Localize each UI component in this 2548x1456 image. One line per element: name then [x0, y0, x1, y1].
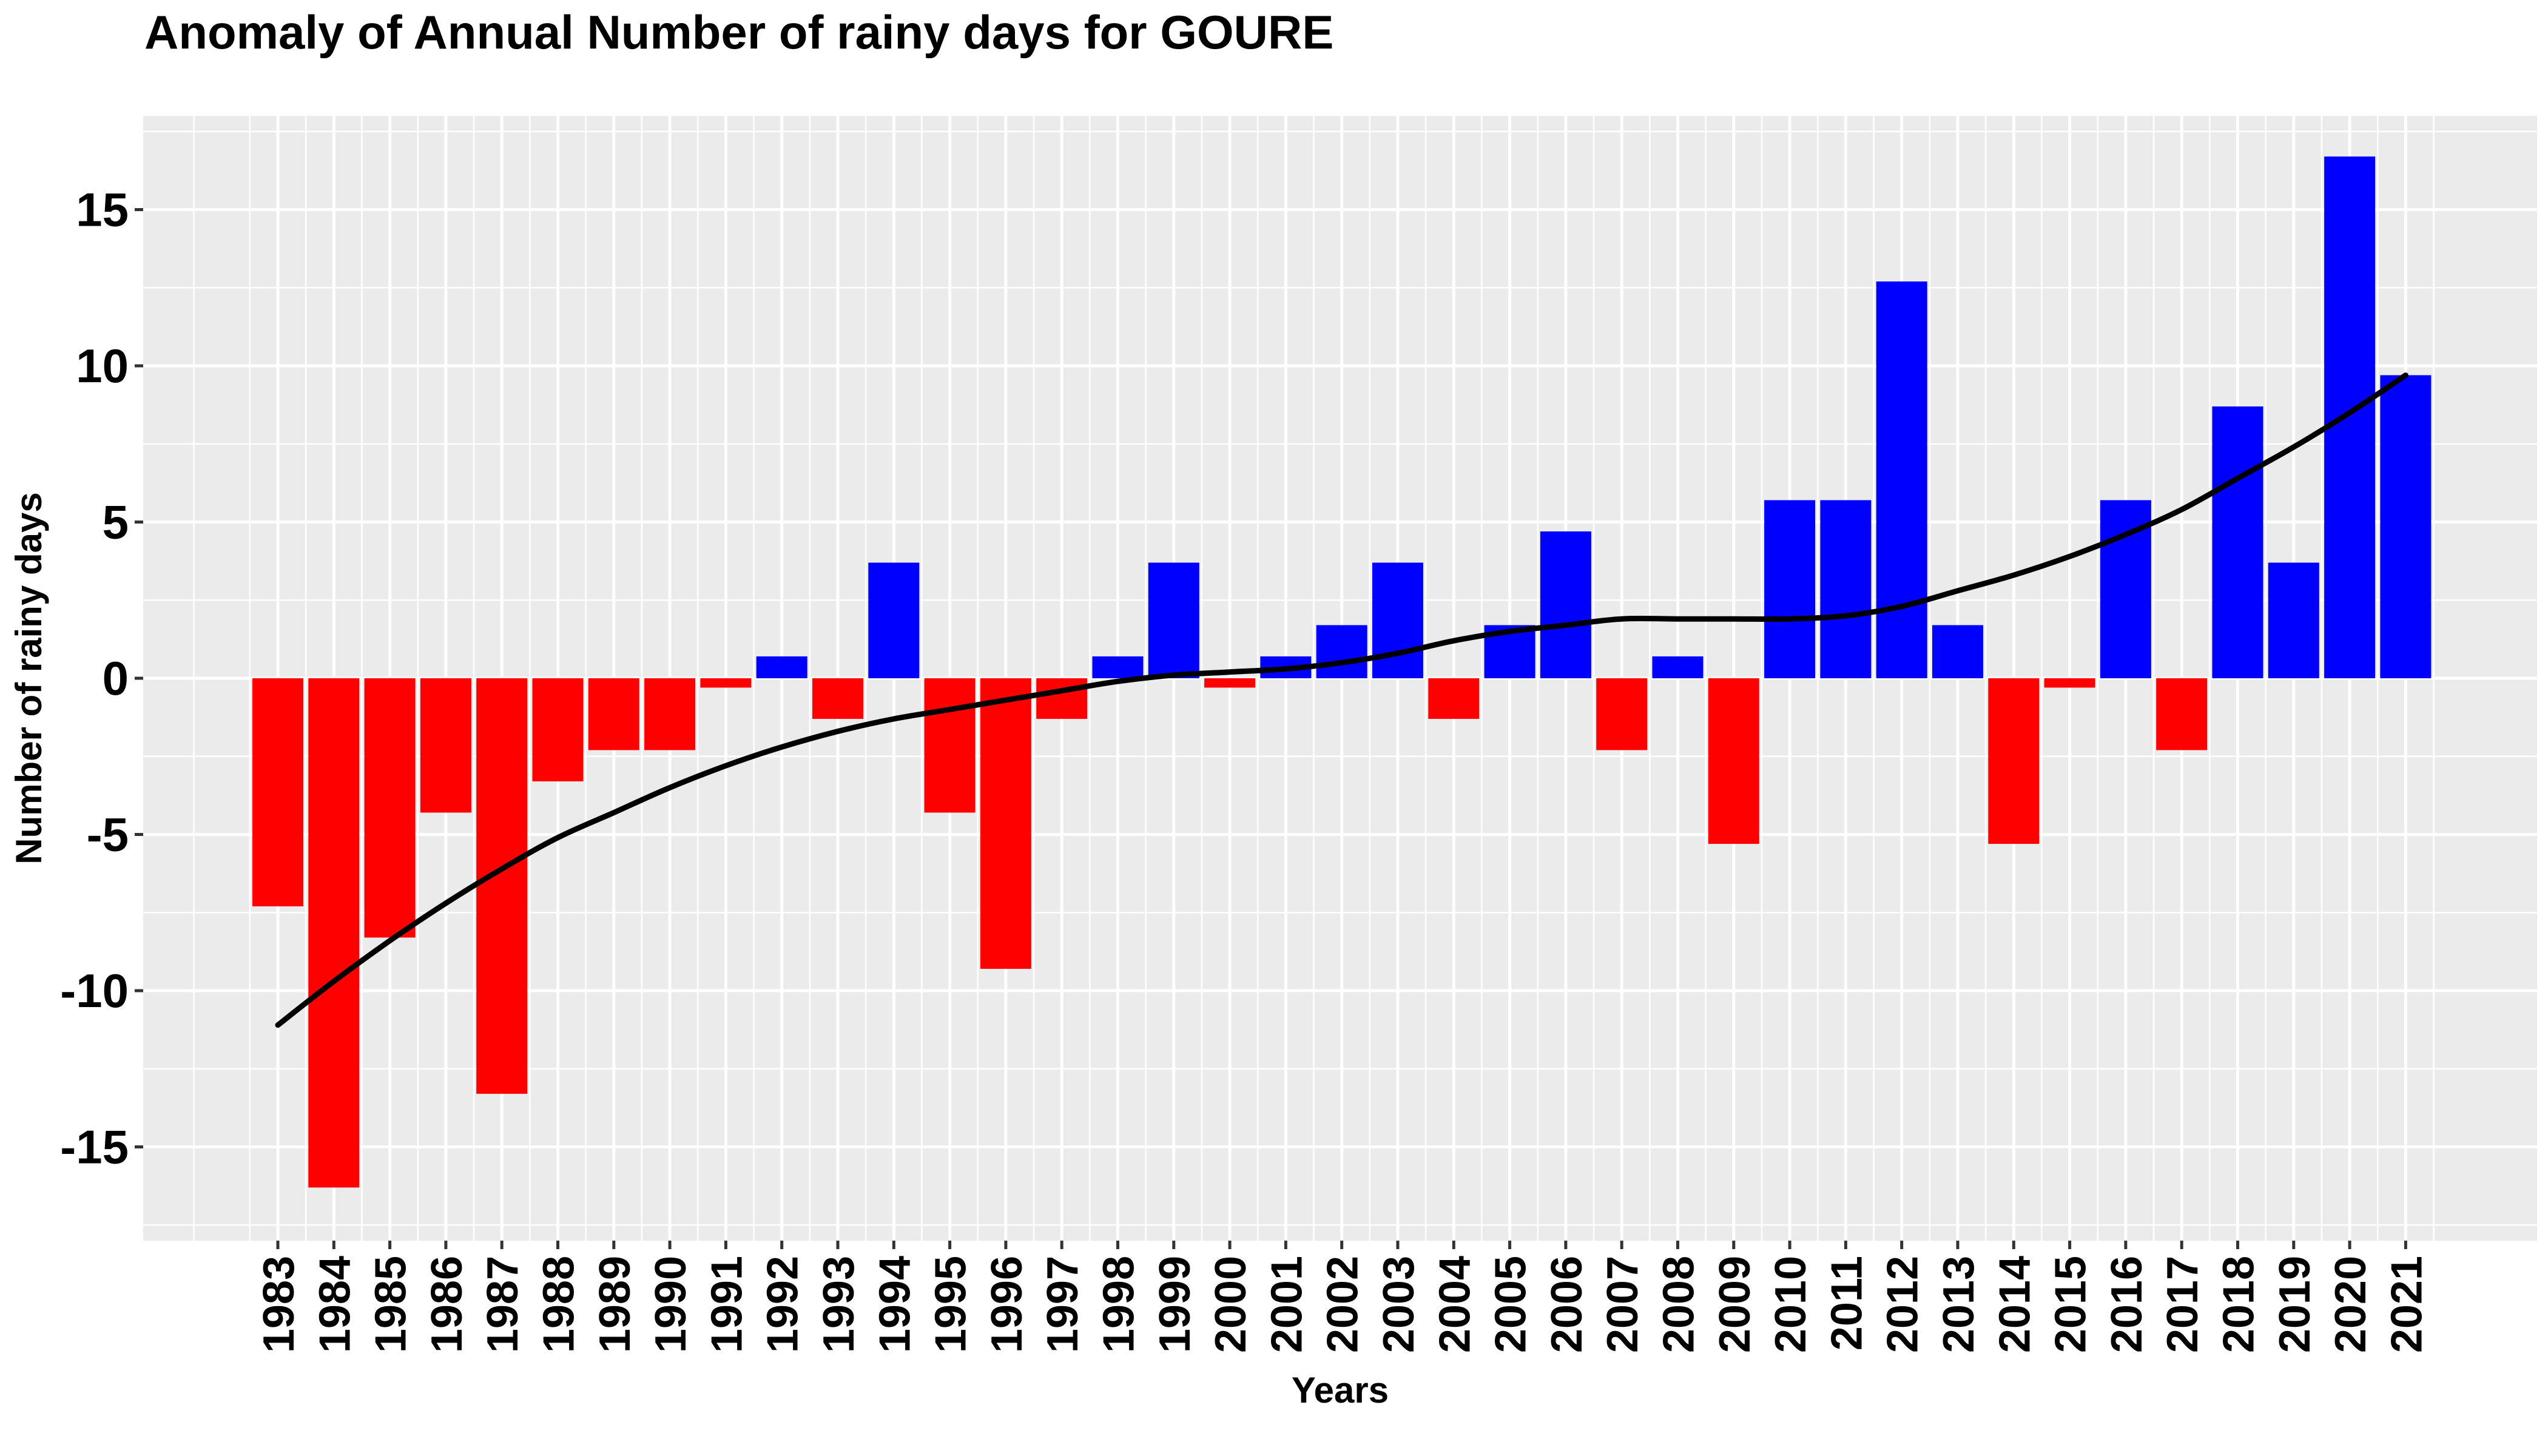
x-tick-label: 1990 — [647, 1256, 695, 1353]
x-tick-label: 2019 — [2271, 1256, 2319, 1353]
y-axis-ticks: -15 -10 -5 0 5 10 15 — [60, 183, 143, 1174]
chart-title: Anomaly of Annual Number of rainy days f… — [144, 5, 1334, 59]
x-tick-label: 2008 — [1655, 1256, 1704, 1353]
x-tick-label: 1989 — [591, 1256, 639, 1353]
y-tick-label: -10 — [60, 964, 129, 1017]
bar-2007 — [1596, 678, 1648, 750]
x-tick-label: 2012 — [1879, 1256, 1927, 1353]
x-tick-label: 1996 — [983, 1256, 1031, 1353]
bar-2010 — [1764, 500, 1816, 678]
x-tick-label: 1984 — [311, 1256, 359, 1353]
y-tick-label: 5 — [103, 496, 129, 549]
x-tick-label: 1999 — [1151, 1256, 1199, 1353]
x-tick-label: 2001 — [1262, 1256, 1311, 1353]
bar-1998 — [1092, 656, 1144, 678]
x-tick-label: 2021 — [2382, 1256, 2431, 1353]
bar-1983 — [252, 678, 303, 906]
bar-2011 — [1820, 500, 1872, 678]
x-tick-label: 2016 — [2103, 1256, 2151, 1353]
x-tick-label: 2011 — [1822, 1256, 1871, 1350]
bar-1990 — [644, 678, 696, 750]
bar-2013 — [1932, 625, 1983, 678]
bar-1992 — [756, 656, 807, 678]
bar-1999 — [1148, 562, 1199, 678]
x-tick-label: 1997 — [1039, 1256, 1087, 1353]
bar-2004 — [1428, 678, 1480, 719]
y-tick-label: 10 — [76, 339, 129, 393]
y-tick-label: -15 — [60, 1121, 129, 1174]
x-tick-label: 2014 — [1990, 1256, 2039, 1353]
x-tick-label: 1983 — [255, 1256, 303, 1353]
x-tick-label: 2007 — [1599, 1256, 1647, 1353]
x-tick-label: 1995 — [927, 1256, 976, 1353]
bar-2000 — [1204, 678, 1256, 688]
bar-1985 — [364, 678, 416, 938]
bar-1986 — [420, 678, 471, 813]
bar-2019 — [2268, 562, 2319, 678]
x-tick-label: 2003 — [1375, 1256, 1423, 1353]
x-tick-label: 1992 — [759, 1256, 807, 1353]
bar-2012 — [1876, 281, 1927, 678]
bar-1997 — [1036, 678, 1088, 719]
trend-line — [275, 372, 2408, 1028]
bar-2009 — [1708, 678, 1759, 844]
bar-2002 — [1316, 625, 1367, 678]
y-axis-label: Number of rainy days — [8, 492, 49, 864]
x-tick-label: 2013 — [1935, 1256, 1983, 1353]
bar-1989 — [588, 678, 639, 750]
bar-1984 — [308, 678, 360, 1188]
bar-2017 — [2156, 678, 2208, 750]
x-tick-label: 1986 — [423, 1256, 471, 1353]
x-tick-label: 1993 — [815, 1256, 863, 1353]
x-tick-label: 2000 — [1207, 1256, 1255, 1353]
x-tick-label: 2020 — [2327, 1256, 2375, 1353]
bar-1993 — [812, 678, 863, 719]
y-tick-label: 0 — [103, 652, 129, 705]
bar-1995 — [924, 678, 976, 813]
x-axis-label: Years — [1292, 1370, 1389, 1410]
x-tick-label: 2005 — [1487, 1256, 1535, 1353]
x-tick-label: 2006 — [1543, 1256, 1591, 1353]
x-tick-label: 1998 — [1095, 1256, 1144, 1353]
x-tick-label: 2017 — [2159, 1256, 2207, 1353]
x-tick-label: 1994 — [871, 1256, 919, 1353]
y-tick-label: -5 — [87, 808, 129, 861]
bar-1988 — [532, 678, 584, 781]
bar-2015 — [2044, 678, 2095, 688]
bar-1994 — [868, 562, 920, 678]
bar-2006 — [1540, 531, 1591, 678]
bars — [252, 156, 2432, 1188]
bar-2018 — [2212, 406, 2263, 678]
bar-1996 — [980, 678, 1031, 969]
x-tick-label: 2018 — [2215, 1256, 2263, 1353]
x-tick-label: 1987 — [479, 1256, 527, 1353]
bar-2008 — [1652, 656, 1704, 678]
bar-2014 — [1988, 678, 2040, 844]
bar-1987 — [476, 678, 528, 1094]
x-tick-label: 2004 — [1431, 1256, 1479, 1353]
x-tick-label: 1991 — [703, 1256, 751, 1353]
x-axis-ticks: 1983 1984 1985 1986 1987 1988 1989 1990 1991 1992… — [255, 1241, 2431, 1353]
x-tick-label: 1988 — [535, 1256, 584, 1353]
trend-line-path — [275, 372, 2408, 1028]
y-tick-label: 15 — [76, 183, 129, 237]
x-tick-label: 2002 — [1319, 1256, 1367, 1353]
x-tick-label: 2015 — [2047, 1256, 2095, 1353]
bar-1991 — [700, 678, 752, 688]
bar-2021 — [2380, 375, 2432, 678]
x-tick-label: 1985 — [367, 1256, 416, 1353]
x-tick-label: 2009 — [1711, 1256, 1759, 1353]
bar-2003 — [1372, 562, 1423, 678]
x-tick-label: 2010 — [1767, 1256, 1815, 1353]
bar-2020 — [2324, 156, 2376, 678]
